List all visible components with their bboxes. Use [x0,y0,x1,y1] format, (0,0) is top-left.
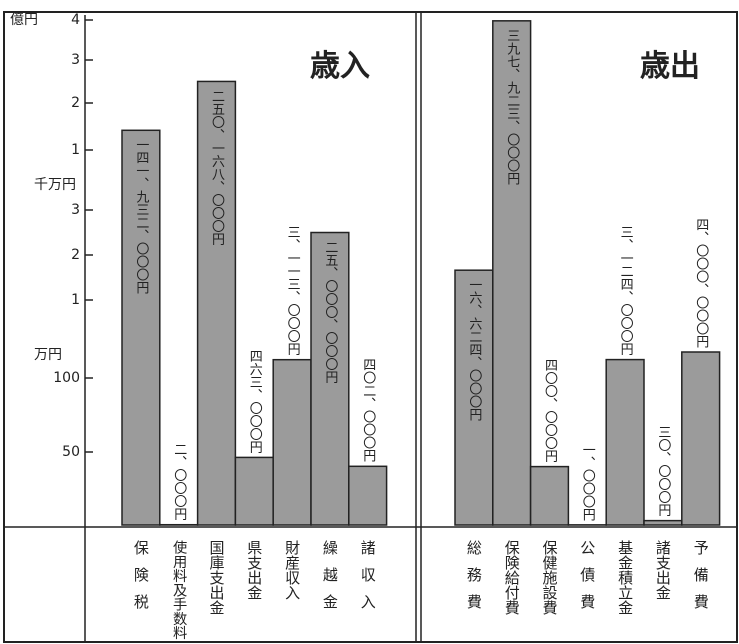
bar [272,358,312,526]
x-tick-label: 保険税 [132,540,150,621]
value-label: 三、一一三、〇〇〇円 [285,226,301,356]
y-tick-label: 1 [71,142,80,158]
bar [196,80,237,526]
x-tick-label: 公債費 [578,540,596,621]
x-tick-label: 諸支出金 [654,540,672,600]
y-unit-label: 万円 [34,347,62,363]
x-tick-label: 国庫支出金 [208,540,226,615]
y-tick-label: 4 [71,12,80,28]
y-unit-label: 億円 [10,12,38,28]
value-label: 二五〇、一六八、〇〇〇円 [209,89,225,245]
y-unit-label: 千万円 [34,177,76,193]
value-label: 四〇二、〇〇〇円 [360,358,376,462]
value-label: 三、一二四、〇〇〇円 [618,226,634,356]
x-tick-label: 諸収入 [359,540,377,621]
value-label: 一四一、九三二、〇〇〇円 [133,138,149,294]
x-tick-label: 繰越金 [321,540,339,621]
x-tick-label: 基金積立金 [616,540,634,615]
x-tick-label: 予備費 [692,540,710,621]
y-tick-label: 1 [71,292,80,308]
frame [3,11,738,643]
x-tick-label: 保険給付費 [503,540,521,615]
y-tick-label: 50 [62,444,80,460]
panel-title: 歳入 [310,49,370,84]
value-label: 四〇〇、〇〇〇円 [542,359,558,463]
bar [348,465,388,526]
panel-title: 歳出 [640,49,700,84]
bar [492,20,532,526]
bar [605,358,645,526]
value-label: 二、〇〇〇円 [171,443,187,521]
value-label: 三〇、〇〇〇円 [655,426,671,517]
bar [681,351,721,526]
x-tick-label: 保健施設費 [541,540,559,615]
y-tick-label: 3 [71,52,80,68]
x-tick-label: 使用料及手数料 [171,540,187,641]
value-label: 一、〇〇〇円 [580,443,596,521]
value-label: 四、〇〇〇、〇〇〇円 [693,218,709,348]
bar [234,456,274,526]
value-label: 四六三、〇〇〇円 [247,349,262,453]
value-label: 二五、〇〇〇、〇〇〇円 [322,241,338,384]
bar [121,129,161,526]
bar [454,269,494,526]
bar [310,231,350,526]
y-tick-label: 100 [53,370,80,386]
x-tick-label: 総務費 [465,540,483,621]
value-label: 三九七、九二三、〇〇〇円 [504,29,520,185]
y-tick-label: 2 [71,95,80,111]
value-label: 一六、六二四、〇〇〇円 [466,278,482,421]
bar [643,519,683,526]
bar [529,465,570,526]
y-tick-label: 2 [71,247,80,263]
x-tick-label: 県支出金 [245,540,263,600]
x-tick-label: 財産収入 [283,540,301,600]
y-tick-label: 3 [71,202,80,218]
